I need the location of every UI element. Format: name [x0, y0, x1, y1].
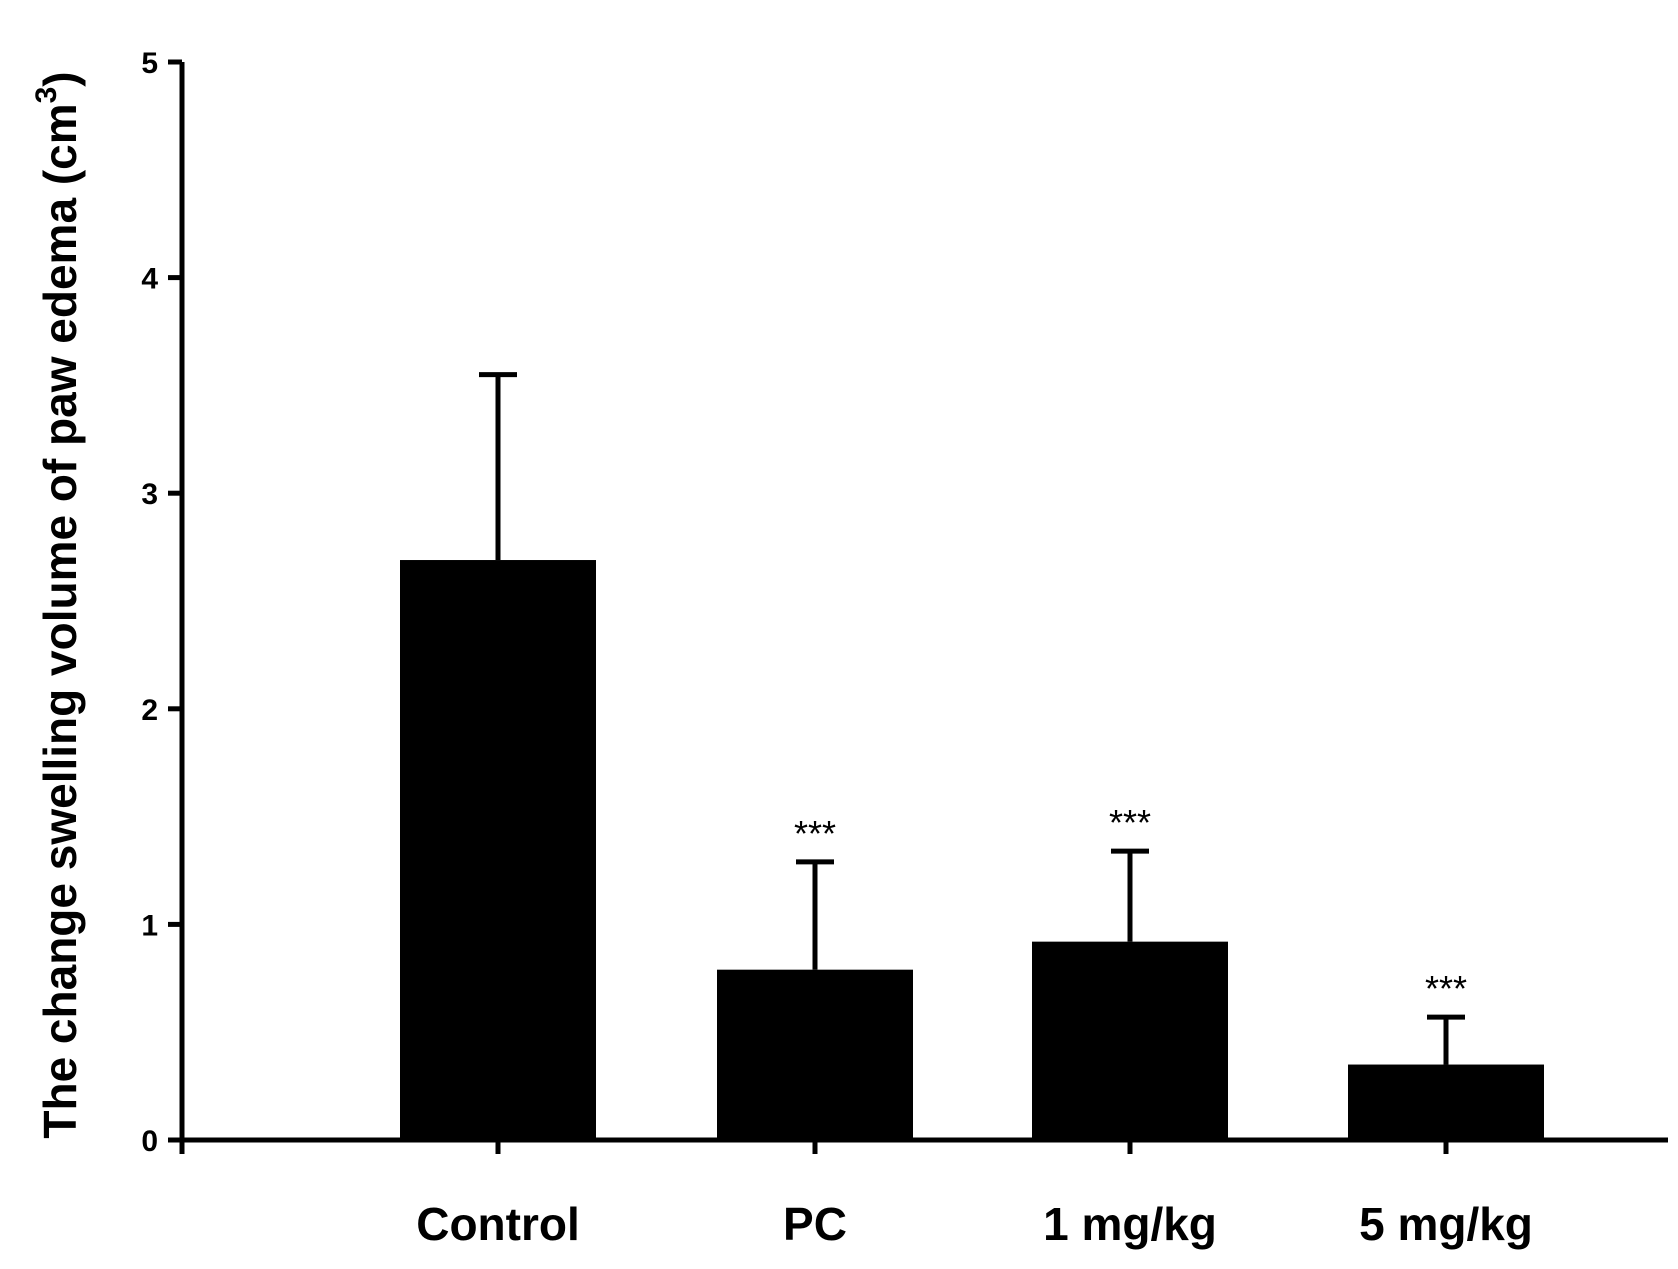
x-category-label: 1 mg/kg [1043, 1198, 1217, 1250]
y-tick-label: 1 [141, 909, 158, 942]
significance-label: *** [794, 813, 836, 854]
y-tick-label: 2 [141, 694, 158, 727]
x-category-label: PC [783, 1198, 847, 1250]
y-axis-title: The change swelling volume of paw edema … [30, 71, 86, 1138]
bar [717, 969, 913, 1140]
bars [400, 372, 1544, 1140]
y-axis: 0 1 2 3 4 5 [141, 47, 185, 1158]
y-axis-title-text: The change swelling volume of paw edema … [34, 103, 86, 1138]
x-category-label: 5 mg/kg [1359, 1198, 1533, 1250]
bar [400, 560, 596, 1140]
bar [1348, 1064, 1544, 1140]
y-axis-title-superscript: 3 [30, 87, 63, 104]
y-tick-label: 5 [141, 47, 158, 80]
y-tick-label: 3 [141, 478, 158, 511]
y-tick-label: 4 [141, 263, 158, 296]
labels: Control *** PC *** 1 mg/kg *** 5 mg/kg [416, 802, 1533, 1250]
bar [1032, 941, 1228, 1140]
significance-label: *** [1109, 802, 1151, 843]
x-axis [179, 1137, 1668, 1154]
significance-label: *** [1425, 968, 1467, 1009]
y-tick-label: 0 [141, 1125, 158, 1158]
y-axis-title-close: ) [34, 71, 86, 86]
x-category-label: Control [416, 1198, 580, 1250]
